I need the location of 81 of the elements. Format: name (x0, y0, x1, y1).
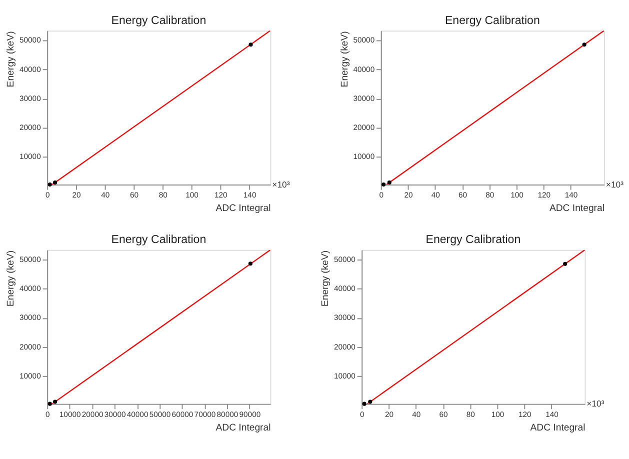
x-tick-label: 20000 (82, 410, 104, 419)
x-tick-label: 70000 (194, 410, 216, 419)
point (48, 182, 52, 187)
x-axis-title: ADC Integral (530, 422, 586, 434)
x-tick-label: 80 (158, 190, 168, 200)
point (53, 180, 58, 185)
x-tick-label: 10000 (59, 410, 81, 419)
y-tick-label: 30000 (19, 94, 41, 103)
y-tick-label: 30000 (19, 313, 41, 322)
x-tick-label: 20 (72, 190, 81, 200)
point (248, 42, 253, 47)
point (362, 402, 366, 406)
y-tick-label: 20000 (19, 342, 41, 352)
text: ×10³ (272, 179, 290, 190)
x-tick-label: 0 (45, 190, 50, 200)
x-tick-label: 60000 (172, 410, 194, 419)
x-tick-label: 90000 (239, 410, 261, 419)
chart-title: Energy Calibration (444, 14, 540, 27)
x-tick-label: 0 (45, 410, 50, 419)
x-tick-label: 40000 (126, 410, 148, 419)
y-axis-title: Energy (keV) (320, 250, 332, 306)
x-tick-label: 140 (546, 410, 558, 419)
x-tick-label: 20 (404, 190, 413, 200)
point (48, 402, 52, 406)
point (382, 182, 386, 187)
x-tick-label: 80 (486, 190, 494, 200)
point (387, 180, 392, 185)
point (368, 400, 372, 404)
y-tick-label: 50000 (334, 254, 356, 264)
x-tick-label: 60 (130, 190, 139, 200)
y-tick-label: 50000 (353, 36, 375, 45)
x-tick-label: 0 (360, 410, 364, 419)
y-axis-title: Energy (keV) (6, 31, 17, 88)
x-tick-label: 40 (101, 190, 110, 200)
text: ×10³ (586, 398, 604, 409)
y-tick-label: 10000 (353, 152, 375, 162)
x-tick-label: 100 (491, 410, 504, 419)
x-tick-label: 120 (538, 190, 551, 200)
y-tick-label: 40000 (334, 284, 356, 294)
y-tick-label: 30000 (334, 313, 356, 322)
x-tick-label: 40 (431, 190, 440, 200)
x-tick-label: 80 (466, 410, 475, 419)
x-tick-label: 140 (564, 190, 578, 200)
point (563, 262, 568, 266)
x-tick-label: 20 (384, 410, 394, 419)
chart-title: Energy Calibration (111, 234, 206, 246)
x-tick-label: 50000 (149, 410, 171, 419)
point (53, 400, 58, 404)
y-tick-label: 10000 (19, 372, 41, 381)
x-tick-label: 30000 (104, 410, 126, 419)
x-tick-label: 40 (412, 410, 421, 419)
x-tick-label: 60 (458, 190, 468, 200)
y-tick-label: 50000 (19, 36, 41, 45)
y-tick-label: 50000 (19, 254, 41, 264)
point (582, 42, 586, 47)
y-tick-label: 20000 (19, 123, 41, 132)
x-axis-title: ADC Integral (216, 202, 271, 214)
x-tick-label: 120 (214, 190, 228, 200)
x-tick-label: 100 (186, 190, 198, 200)
y-tick-label: 10000 (334, 372, 356, 381)
y-axis-title: Energy (keV) (339, 31, 350, 88)
chart-title: Energy Calibration (111, 14, 206, 27)
y-axis-title: Energy (keV) (6, 250, 17, 306)
y-tick-label: 10000 (19, 152, 41, 162)
x-tick-label: 80000 (216, 410, 238, 419)
text: ×10³ (606, 179, 624, 190)
x-tick-label: 0 (379, 190, 384, 200)
chart-title: Energy Calibration (426, 234, 521, 246)
y-tick-label: 20000 (353, 123, 375, 132)
y-tick-label: 40000 (19, 284, 41, 294)
point (248, 262, 252, 266)
x-tick-label: 100 (510, 190, 524, 200)
x-tick-label: 140 (243, 190, 256, 200)
y-tick-label: 40000 (19, 64, 41, 74)
x-tick-label: 60 (439, 410, 448, 419)
x-axis-title: ADC Integral (549, 202, 604, 214)
x-axis-title: ADC Integral (216, 422, 271, 434)
y-tick-label: 40000 (353, 64, 375, 74)
y-tick-label: 30000 (353, 94, 375, 103)
x-tick-label: 120 (518, 410, 532, 419)
y-tick-label: 20000 (334, 342, 356, 352)
